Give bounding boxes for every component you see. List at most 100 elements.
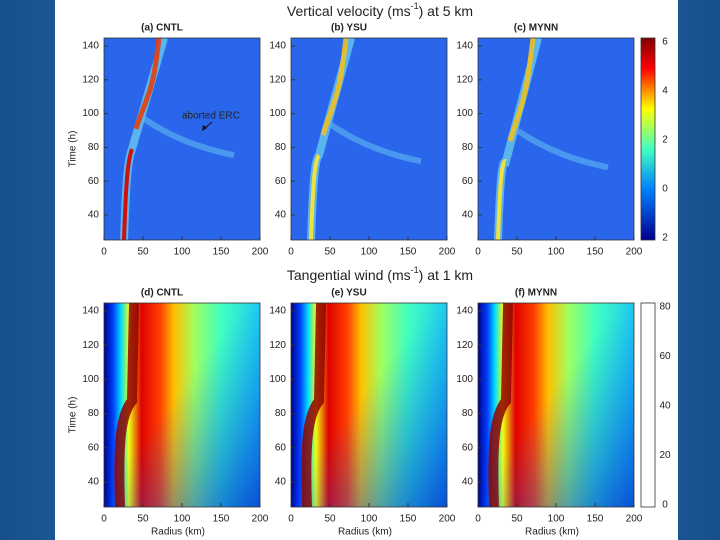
y-tick-label: 80 [462, 142, 474, 153]
panel-label: (b) YSU [331, 23, 367, 34]
x-tick-label: 0 [288, 514, 294, 525]
field-core [488, 302, 513, 508]
x-tick-label: 0 [475, 514, 481, 525]
x-tick-label: 200 [252, 514, 269, 525]
y-tick-label: 140 [82, 41, 99, 52]
figure-title: Tangential wind (ms-1) at 1 km [287, 265, 473, 282]
y-tick-label: 120 [269, 340, 286, 351]
y-tick-label: 120 [456, 74, 473, 85]
x-tick-label: 50 [511, 514, 523, 525]
figure-title: Vertical velocity (ms-1) at 5 km [287, 1, 473, 18]
x-tick-label: 150 [213, 247, 230, 258]
field-streak [122, 148, 134, 241]
field-streak [142, 116, 235, 159]
y-tick-label: 40 [88, 477, 100, 488]
x-tick-label: 100 [361, 514, 378, 525]
title-text: Tangential wind (ms [287, 267, 411, 283]
y-tick-label: 60 [275, 176, 287, 187]
y-tick-label: 100 [82, 108, 99, 119]
title-superscript: -1 [411, 265, 419, 275]
y-tick-label: 120 [456, 340, 473, 351]
y-tick-label: 140 [269, 41, 286, 52]
colorbar-tick-label: 40 [659, 401, 671, 412]
y-tick-label: 40 [462, 210, 474, 221]
field-core [114, 302, 139, 508]
colorbar-tick-label: 0 [662, 184, 668, 195]
x-tick-label: 100 [174, 247, 191, 258]
colorbar-tick-label: 0 [662, 500, 668, 511]
colorbar-frame [640, 37, 656, 241]
x-tick-label: 150 [213, 514, 230, 525]
field [291, 38, 447, 240]
title-text: ) at 1 km [419, 267, 473, 283]
field-streak [507, 37, 536, 142]
y-tick-label: 80 [462, 408, 474, 419]
title-superscript: -1 [411, 1, 419, 11]
y-tick-label: 120 [269, 74, 286, 85]
y-tick-label: 40 [275, 210, 287, 221]
x-tick-label: 50 [511, 247, 523, 258]
title-text: Vertical velocity (ms [287, 3, 411, 19]
y-tick-label: 140 [456, 306, 473, 317]
x-tick-label: 200 [626, 514, 643, 525]
y-tick-label: 100 [269, 108, 286, 119]
colorbar-tick-label: 20 [659, 450, 671, 461]
x-tick-label: 50 [324, 514, 336, 525]
field-streak [516, 128, 609, 171]
x-tick-label: 50 [137, 247, 149, 258]
y-tick-label: 80 [275, 142, 287, 153]
colorbar-tick-label: 2 [662, 233, 668, 244]
colorbar-tick-label: 60 [659, 351, 671, 362]
y-tick-label: 60 [462, 176, 474, 187]
panel-label: (a) CNTL [141, 23, 183, 34]
panel-label: (e) YSU [331, 288, 366, 299]
field-core [301, 302, 326, 508]
field [478, 38, 634, 240]
x-tick-label: 50 [324, 247, 336, 258]
field-streak [329, 122, 422, 165]
y-tick-label: 40 [88, 210, 100, 221]
y-tick-label: 120 [82, 74, 99, 85]
x-tick-label: 0 [475, 247, 481, 258]
y-tick-label: 60 [88, 442, 100, 453]
y-tick-label: 80 [88, 142, 100, 153]
x-tick-label: 0 [101, 514, 107, 525]
colorbar-tick-label: 2 [662, 135, 668, 146]
field-streak [320, 37, 349, 136]
x-axis-label: Radius (km) [338, 527, 392, 538]
y-axis-label: Time (h) [68, 397, 79, 434]
x-tick-label: 100 [548, 514, 565, 525]
x-tick-label: 0 [101, 247, 107, 258]
x-tick-label: 150 [400, 514, 417, 525]
y-axis-label: Time (h) [68, 131, 79, 168]
y-tick-label: 100 [82, 374, 99, 385]
y-tick-label: 100 [269, 374, 286, 385]
y-tick-label: 140 [456, 41, 473, 52]
y-tick-label: 40 [275, 477, 287, 488]
y-tick-label: 40 [462, 477, 474, 488]
y-tick-label: 60 [275, 442, 287, 453]
x-tick-label: 100 [548, 247, 565, 258]
x-tick-label: 200 [439, 514, 456, 525]
y-tick-label: 140 [82, 306, 99, 317]
y-tick-label: 140 [269, 306, 286, 317]
annotation-arrowhead [202, 125, 207, 131]
panel-label: (c) MYNN [514, 23, 558, 34]
y-tick-label: 100 [456, 374, 473, 385]
x-tick-label: 50 [137, 514, 149, 525]
x-tick-label: 200 [252, 247, 269, 258]
x-tick-label: 0 [288, 247, 294, 258]
colorbar-tick-label: 6 [662, 37, 668, 48]
y-tick-label: 80 [275, 408, 287, 419]
x-tick-label: 200 [439, 247, 456, 258]
field-streak [496, 159, 507, 241]
x-axis-label: Radius (km) [525, 527, 579, 538]
y-tick-label: 60 [88, 176, 100, 187]
field-streak [133, 37, 162, 130]
annotation: aborted ERC [182, 111, 240, 122]
x-axis-label: Radius (km) [151, 527, 205, 538]
x-tick-label: 100 [174, 514, 191, 525]
y-tick-label: 100 [456, 108, 473, 119]
